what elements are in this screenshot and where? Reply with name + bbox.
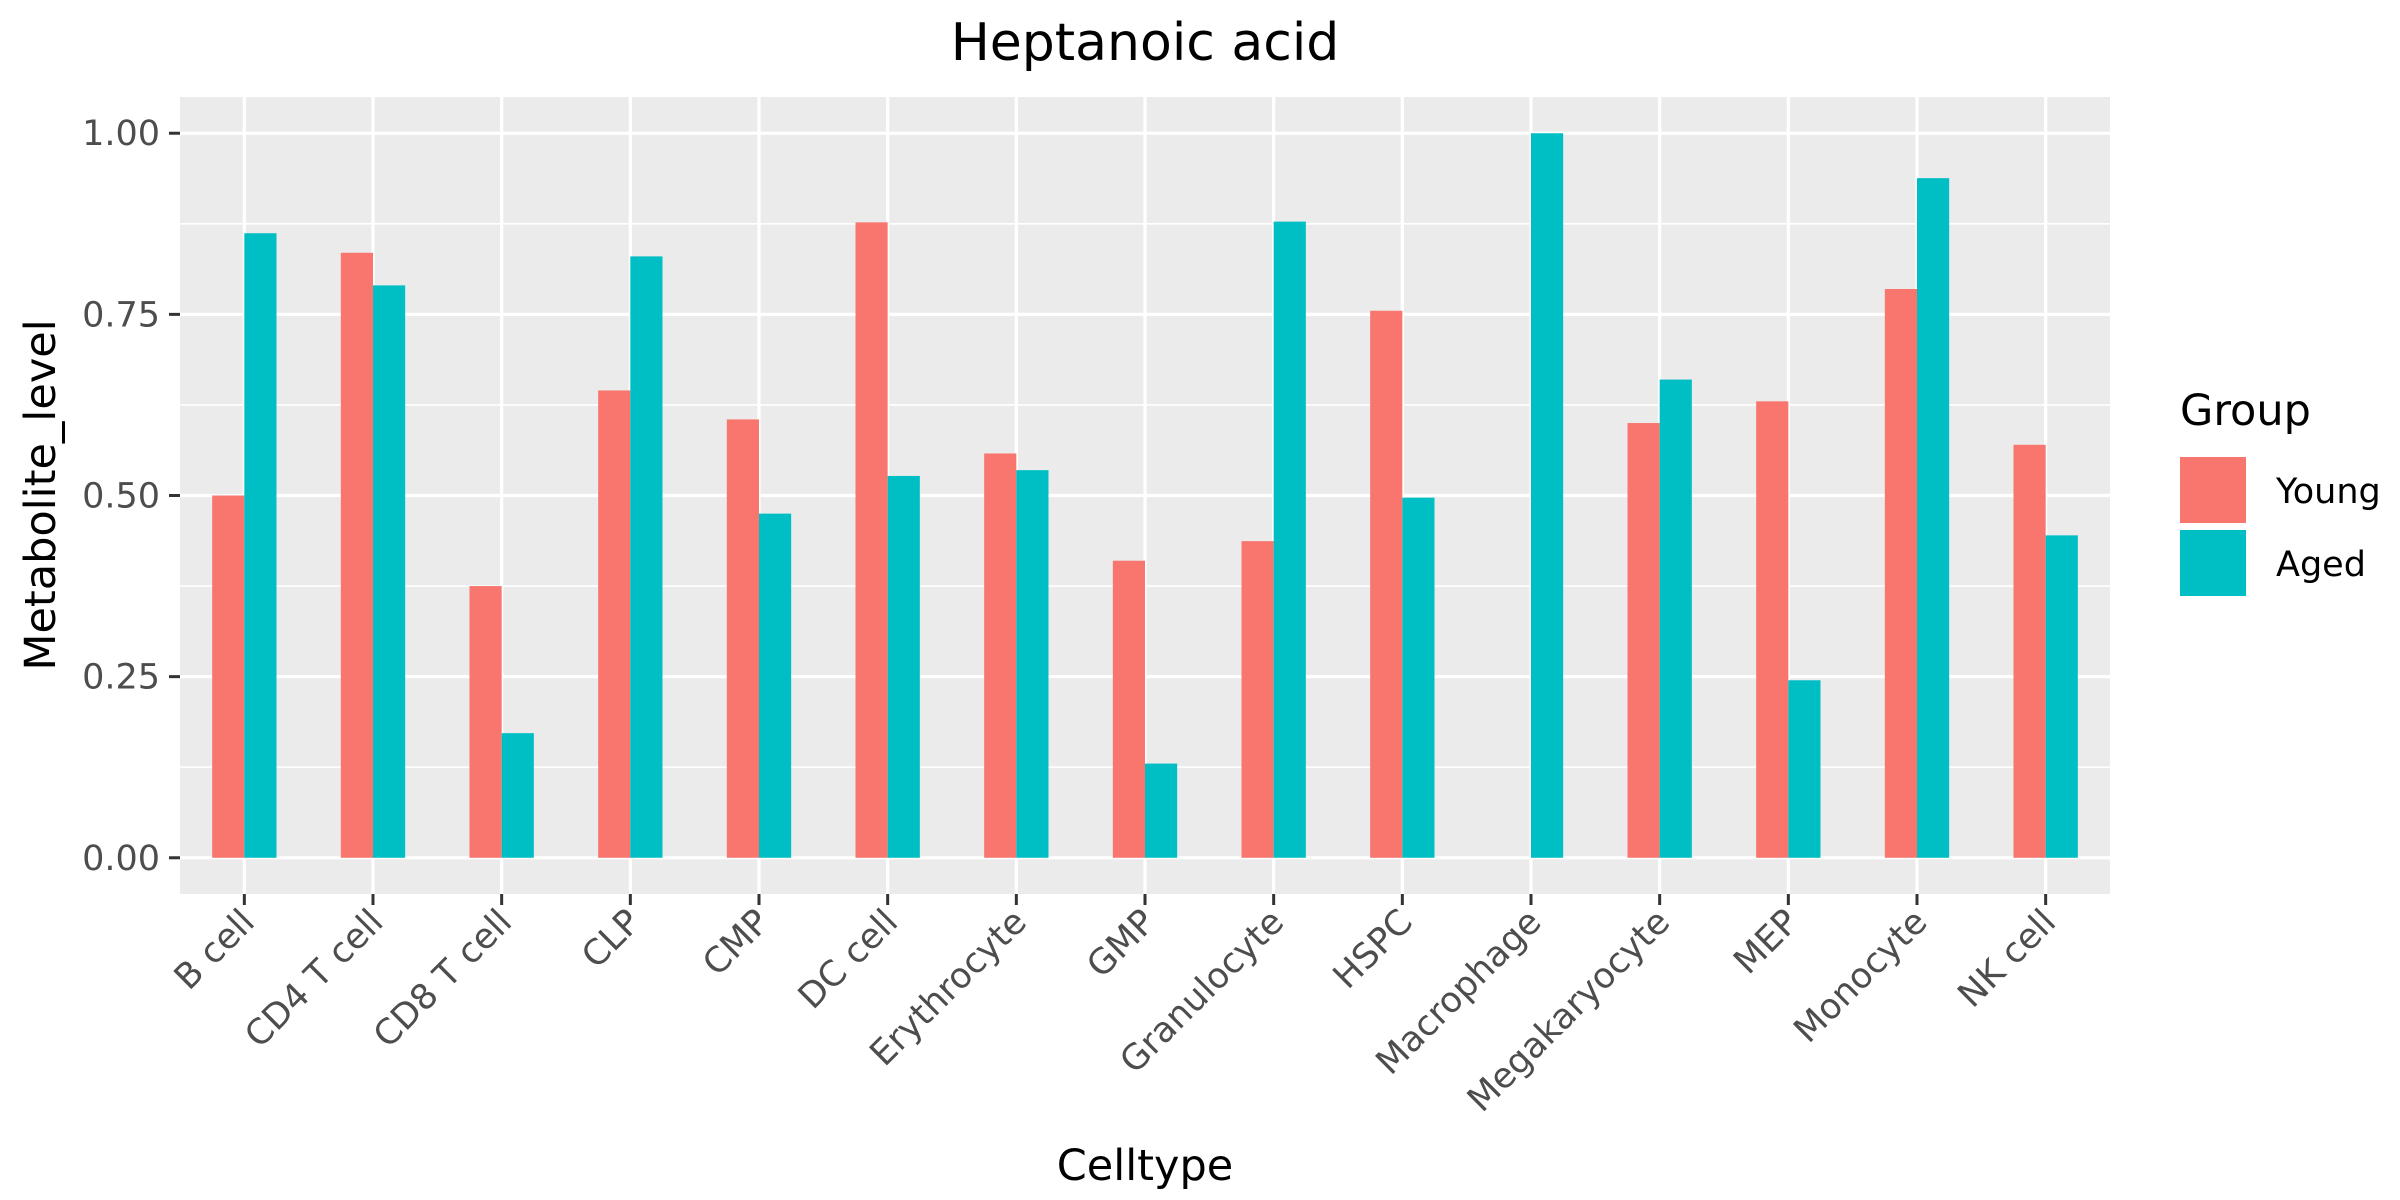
bar-young-megakaryocyte	[1627, 423, 1660, 858]
y-tick-label: 0.75	[82, 295, 160, 335]
bar-aged-monocyte	[1917, 178, 1950, 858]
y-axis-title: Metabolite_level	[16, 319, 66, 670]
bar-aged-hspc	[1402, 497, 1435, 858]
legend-label-young: Young	[2275, 472, 2381, 512]
x-tick-label: B cell	[167, 902, 263, 998]
y-tick-label: 1.00	[82, 114, 160, 154]
y-tick-label: 0.25	[82, 658, 160, 698]
legend-title: Group	[2180, 386, 2311, 436]
legend: Group Young Aged	[2180, 386, 2381, 596]
bar-young-cmp	[726, 419, 759, 858]
bar-aged-clp	[630, 256, 663, 858]
bar-young-nk-cell	[2013, 444, 2046, 858]
bar-aged-mep	[1788, 680, 1821, 858]
y-tick-label: 0.00	[82, 839, 160, 879]
bar-young-hspc	[1370, 310, 1403, 858]
bar-aged-macrophage	[1531, 133, 1564, 858]
bar-aged-erythrocyte	[1016, 470, 1049, 858]
bar-young-dc-cell	[855, 222, 888, 858]
bar-aged-granulocyte	[1273, 221, 1306, 858]
x-tick-label: DC cell	[791, 902, 906, 1017]
x-axis-title: Celltype	[1057, 1141, 1233, 1191]
bar-aged-cd8-t-cell	[501, 733, 534, 858]
bar-aged-nk-cell	[2045, 535, 2078, 858]
bars	[212, 133, 2078, 858]
x-tick-label: CD4 T cell	[238, 902, 392, 1056]
bar-young-cd8-t-cell	[469, 586, 502, 858]
bar-young-granulocyte	[1241, 541, 1274, 858]
legend-label-aged: Aged	[2276, 545, 2366, 585]
chart-title: Heptanoic acid	[951, 13, 1340, 73]
bar-aged-cmp	[759, 513, 792, 858]
x-tick-label: GMP	[1080, 902, 1164, 986]
legend-key-young	[2180, 457, 2246, 523]
bar-young-monocyte	[1884, 289, 1917, 858]
x-tick-label: CMP	[696, 902, 778, 984]
x-tick-label: CLP	[574, 902, 648, 976]
bar-aged-b-cell	[244, 233, 277, 858]
bar-young-mep	[1756, 401, 1789, 858]
bar-aged-gmp	[1145, 763, 1178, 858]
y-tick-label: 0.50	[82, 477, 160, 517]
x-tick-label: CD8 T cell	[366, 902, 520, 1056]
bar-aged-dc-cell	[887, 475, 920, 858]
bar-young-gmp	[1112, 560, 1145, 858]
bar-young-cd4-t-cell	[340, 252, 373, 858]
x-tick-label: Monocyte	[1787, 902, 1936, 1051]
x-tick-label: MEP	[1726, 902, 1806, 982]
x-tick-label: HSPC	[1326, 902, 1421, 997]
bar-aged-cd4-t-cell	[373, 285, 406, 858]
bar-aged-megakaryocyte	[1659, 379, 1692, 858]
y-axis: 0.00 0.25 0.50 0.75 1.00	[82, 114, 180, 879]
bar-young-erythrocyte	[984, 453, 1017, 858]
bar-young-b-cell	[212, 495, 245, 858]
legend-key-aged	[2180, 530, 2246, 596]
x-tick-label: NK cell	[1951, 902, 2064, 1015]
bar-young-clp	[598, 390, 631, 858]
